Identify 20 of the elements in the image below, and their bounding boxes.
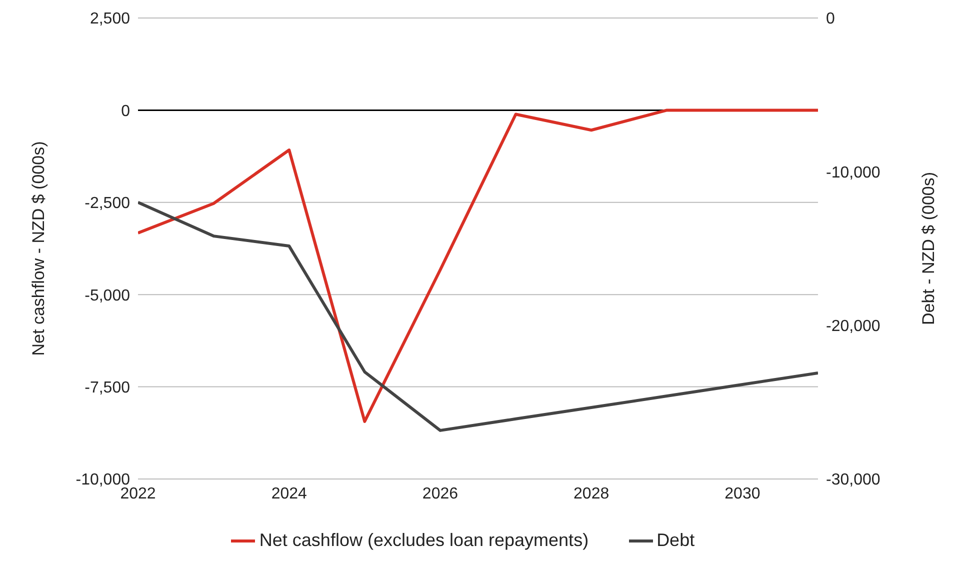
legend-label: Debt: [656, 530, 695, 550]
x-tick-label: 2024: [271, 485, 308, 502]
y-tick-label: 0: [121, 102, 130, 120]
y2-tick-label: 0: [826, 10, 835, 28]
y2-tick-label: -20,000: [826, 318, 880, 336]
y2-tick-label: -30,000: [826, 472, 880, 489]
y-tick-label: -2,500: [84, 195, 130, 212]
y-tick-label: -5,000: [84, 287, 130, 304]
y-tick-label: 2,500: [90, 10, 130, 28]
x-tick-label: 2022: [120, 485, 156, 502]
line-series: [138, 108, 818, 423]
y2-tick-label: -10,000: [826, 164, 880, 182]
line-series: [138, 200, 818, 432]
x-tick-label: 2030: [724, 485, 760, 502]
y-axis-title: Net cashflow - NZD $ (000s): [29, 141, 48, 356]
x-tick-label: 2026: [422, 485, 458, 502]
y-tick-label: -7,500: [84, 379, 130, 396]
x-tick-label: 2028: [574, 485, 610, 502]
y2-axis-title: Debt - NZD $ (000s): [919, 172, 938, 326]
legend-label: Net cashflow (excludes loan repayments): [259, 530, 589, 550]
